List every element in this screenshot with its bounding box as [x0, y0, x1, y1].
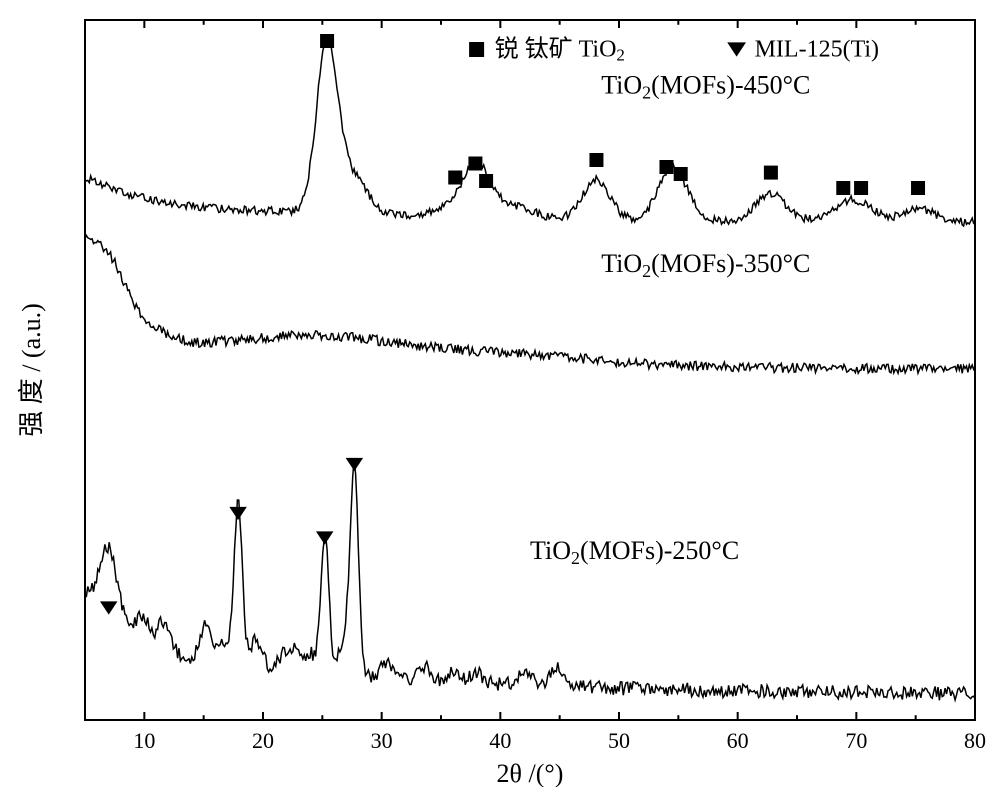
x-tick-label: 40	[489, 728, 511, 753]
peak-marker-450	[468, 157, 482, 171]
peak-marker-450	[659, 160, 673, 174]
peak-marker-450	[854, 181, 868, 195]
x-tick-label: 30	[371, 728, 393, 753]
x-tick-label: 50	[608, 728, 630, 753]
peak-marker-450	[320, 34, 334, 48]
peak-marker-450	[589, 153, 603, 167]
xrd-trace-350	[85, 236, 975, 374]
x-tick-label: 10	[133, 728, 155, 753]
peak-marker-250	[229, 507, 247, 520]
series-label-450: TiO2(MOFs)-450°C	[601, 71, 810, 103]
xrd-figure: 10 20 30 40 50 60 70 80 2θ /(°) 强 度 / (a.u.) TiO2(…	[0, 0, 1000, 787]
legend-marker	[469, 42, 484, 57]
peak-marker-450	[836, 181, 850, 195]
peak-marker-250	[316, 531, 334, 544]
peak-marker-250	[346, 458, 364, 471]
peak-marker-450	[911, 181, 925, 195]
y-axis-label: 强 度 / (a.u.)	[17, 303, 46, 437]
x-tick-label: 60	[727, 728, 749, 753]
series-label-350: TiO2(MOFs)-350°C	[601, 249, 810, 281]
legend-label: MIL-125(Ti)	[755, 37, 879, 63]
x-tick-label: 70	[845, 728, 867, 753]
series-label-250: TiO2(MOFs)-250°C	[530, 536, 739, 568]
peak-marker-450	[448, 171, 462, 185]
peak-marker-450	[674, 167, 688, 181]
legend-label: 锐 钛矿 TiO2	[495, 36, 625, 65]
peak-marker-450	[479, 174, 493, 188]
plot-border	[85, 20, 975, 720]
x-tick-label: 80	[964, 728, 986, 753]
x-axis-label: 2θ /(°)	[497, 759, 564, 787]
legend-marker	[727, 42, 746, 56]
peak-marker-450	[764, 166, 778, 180]
xrd-trace-450	[85, 36, 975, 226]
x-tick-label: 20	[252, 728, 274, 753]
peak-marker-250	[100, 601, 118, 614]
xrd-trace-250	[85, 459, 975, 701]
